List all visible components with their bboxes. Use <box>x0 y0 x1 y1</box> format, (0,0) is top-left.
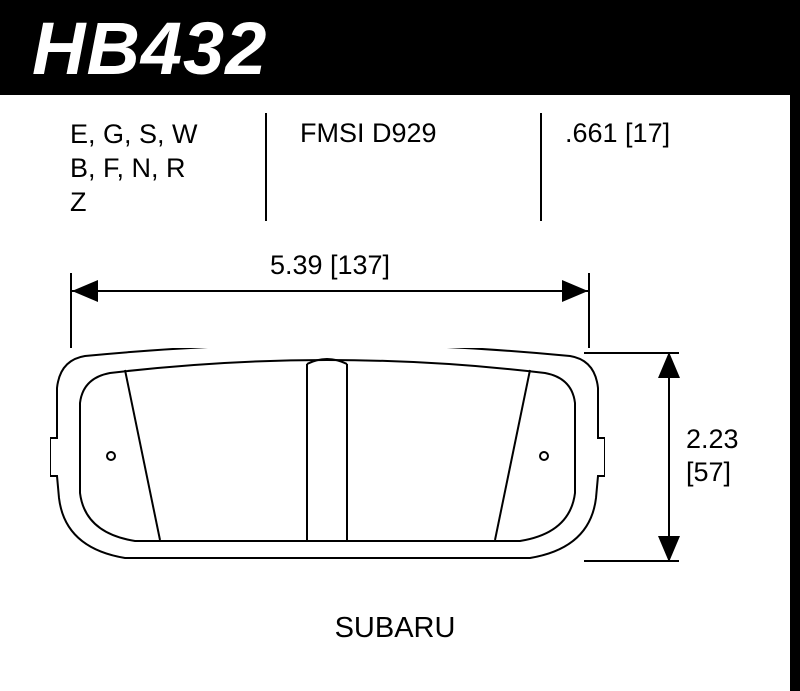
pad-hole-left <box>107 452 115 460</box>
pad-backing-plate-outline <box>50 348 605 558</box>
width-dimension: 5.39 [137] <box>72 250 588 300</box>
right-border <box>790 95 800 691</box>
arrow-up-icon <box>658 352 680 378</box>
compound-codes-line1: E, G, S, W <box>70 118 198 152</box>
width-extension-right <box>588 273 590 348</box>
arrow-right-icon <box>562 280 588 302</box>
width-label: 5.39 [137] <box>72 250 588 281</box>
height-label-mm: [57] <box>686 457 731 488</box>
header-bar: HB432 <box>0 0 800 95</box>
brake-pad-diagram <box>50 348 605 573</box>
pad-chamfer-right <box>495 370 530 540</box>
pad-chamfer-left <box>125 370 160 540</box>
pad-hole-right <box>540 452 548 460</box>
height-label-inches: 2.23 <box>686 424 739 455</box>
width-dimension-line <box>72 290 588 292</box>
part-number: HB432 <box>32 6 267 91</box>
compound-codes-line3: Z <box>70 186 198 220</box>
separator-1 <box>265 113 267 221</box>
thickness-value: .661 [17] <box>565 118 670 149</box>
height-dimension: 2.23 [57] <box>648 352 768 562</box>
compound-codes-line2: B, F, N, R <box>70 152 198 186</box>
compound-codes: E, G, S, W B, F, N, R Z <box>70 118 198 219</box>
fmsi-code: FMSI D929 <box>300 118 437 149</box>
height-dimension-line <box>668 352 670 562</box>
arrow-down-icon <box>658 536 680 562</box>
arrow-left-icon <box>72 280 98 302</box>
separator-2 <box>540 113 542 221</box>
brand-label: SUBARU <box>0 612 790 645</box>
